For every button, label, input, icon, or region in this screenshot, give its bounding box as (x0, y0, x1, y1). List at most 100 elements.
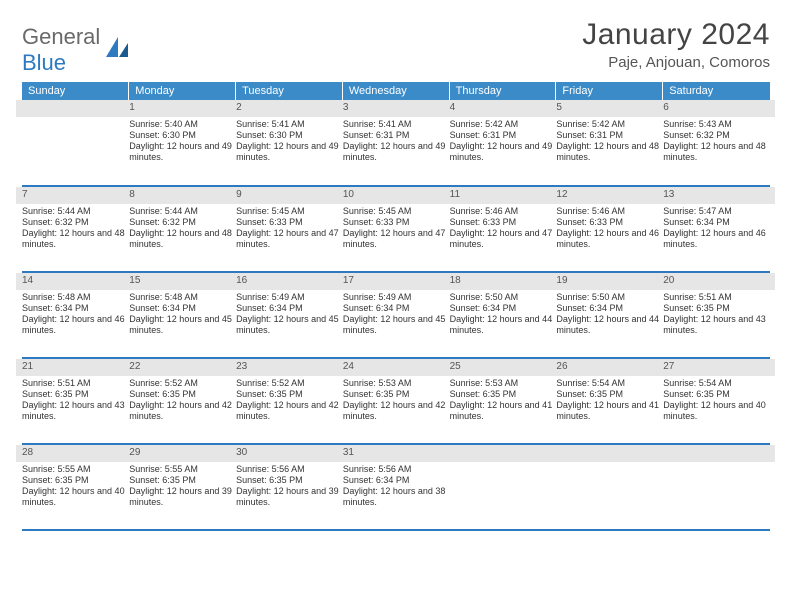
day-number: 1 (123, 100, 241, 117)
day-number: 2 (230, 100, 348, 117)
day-number: 27 (657, 359, 775, 376)
calendar-cell: 4Sunrise: 5:42 AMSunset: 6:31 PMDaylight… (449, 100, 556, 186)
day-number: 12 (550, 187, 668, 204)
calendar-cell: 24Sunrise: 5:53 AMSunset: 6:35 PMDayligh… (342, 358, 449, 444)
day-details: Sunrise: 5:47 AMSunset: 6:34 PMDaylight:… (663, 206, 769, 251)
day-number: 17 (337, 273, 455, 290)
day-number: 6 (657, 100, 775, 117)
day-details: Sunrise: 5:49 AMSunset: 6:34 PMDaylight:… (236, 292, 342, 337)
day-details: Sunrise: 5:46 AMSunset: 6:33 PMDaylight:… (450, 206, 556, 251)
day-number (16, 100, 134, 117)
day-number (657, 445, 775, 462)
logo: General Blue (22, 24, 130, 76)
calendar-cell: 9Sunrise: 5:45 AMSunset: 6:33 PMDaylight… (236, 186, 343, 272)
day-details: Sunrise: 5:44 AMSunset: 6:32 PMDaylight:… (129, 206, 235, 251)
weekday-header: Tuesday (236, 82, 343, 100)
day-details: Sunrise: 5:41 AMSunset: 6:30 PMDaylight:… (236, 119, 342, 164)
logo-text: General Blue (22, 24, 100, 76)
day-details: Sunrise: 5:42 AMSunset: 6:31 PMDaylight:… (556, 119, 662, 164)
day-details: Sunrise: 5:56 AMSunset: 6:35 PMDaylight:… (236, 464, 342, 509)
calendar-cell: 7Sunrise: 5:44 AMSunset: 6:32 PMDaylight… (22, 186, 129, 272)
day-number: 14 (16, 273, 134, 290)
day-details: Sunrise: 5:52 AMSunset: 6:35 PMDaylight:… (129, 378, 235, 423)
day-number: 3 (337, 100, 455, 117)
day-details: Sunrise: 5:51 AMSunset: 6:35 PMDaylight:… (22, 378, 128, 423)
calendar-cell: 13Sunrise: 5:47 AMSunset: 6:34 PMDayligh… (663, 186, 770, 272)
calendar-week-row: 21Sunrise: 5:51 AMSunset: 6:35 PMDayligh… (22, 358, 770, 444)
day-details: Sunrise: 5:48 AMSunset: 6:34 PMDaylight:… (129, 292, 235, 337)
day-number: 24 (337, 359, 455, 376)
calendar-cell (663, 444, 770, 530)
calendar-cell: 11Sunrise: 5:46 AMSunset: 6:33 PMDayligh… (449, 186, 556, 272)
day-details: Sunrise: 5:53 AMSunset: 6:35 PMDaylight:… (343, 378, 449, 423)
weekday-header: Monday (129, 82, 236, 100)
calendar-table: SundayMondayTuesdayWednesdayThursdayFrid… (22, 82, 770, 531)
weekday-header: Friday (556, 82, 663, 100)
day-number: 19 (550, 273, 668, 290)
calendar-cell: 18Sunrise: 5:50 AMSunset: 6:34 PMDayligh… (449, 272, 556, 358)
calendar-cell: 10Sunrise: 5:45 AMSunset: 6:33 PMDayligh… (342, 186, 449, 272)
calendar-cell: 28Sunrise: 5:55 AMSunset: 6:35 PMDayligh… (22, 444, 129, 530)
calendar-cell: 8Sunrise: 5:44 AMSunset: 6:32 PMDaylight… (129, 186, 236, 272)
calendar-cell: 1Sunrise: 5:40 AMSunset: 6:30 PMDaylight… (129, 100, 236, 186)
calendar-cell: 12Sunrise: 5:46 AMSunset: 6:33 PMDayligh… (556, 186, 663, 272)
logo-part1: General (22, 24, 100, 49)
calendar-cell: 20Sunrise: 5:51 AMSunset: 6:35 PMDayligh… (663, 272, 770, 358)
calendar-cell: 25Sunrise: 5:53 AMSunset: 6:35 PMDayligh… (449, 358, 556, 444)
calendar-week-row: 1 Sunrise: 5:40 AMSunset: 6:30 PMDaylight… (22, 100, 770, 186)
weekday-header: Saturday (663, 82, 770, 100)
day-details: Sunrise: 5:42 AMSunset: 6:31 PMDaylight:… (450, 119, 556, 164)
location: Paje, Anjouan, Comoros (582, 54, 770, 71)
month-title: January 2024 (582, 18, 770, 52)
calendar-cell: 15Sunrise: 5:48 AMSunset: 6:34 PMDayligh… (129, 272, 236, 358)
day-number: 20 (657, 273, 775, 290)
day-details: Sunrise: 5:56 AMSunset: 6:34 PMDaylight:… (343, 464, 449, 509)
calendar-cell: 31Sunrise: 5:56 AMSunset: 6:34 PMDayligh… (342, 444, 449, 530)
day-number: 21 (16, 359, 134, 376)
calendar-cell: 19Sunrise: 5:50 AMSunset: 6:34 PMDayligh… (556, 272, 663, 358)
calendar-cell: 6Sunrise: 5:43 AMSunset: 6:32 PMDaylight… (663, 100, 770, 186)
calendar-cell: 17Sunrise: 5:49 AMSunset: 6:34 PMDayligh… (342, 272, 449, 358)
weekday-header-row: SundayMondayTuesdayWednesdayThursdayFrid… (22, 82, 770, 100)
day-number: 9 (230, 187, 348, 204)
day-number: 13 (657, 187, 775, 204)
day-number: 4 (444, 100, 562, 117)
sail-icon (104, 35, 130, 66)
calendar-cell: 14Sunrise: 5:48 AMSunset: 6:34 PMDayligh… (22, 272, 129, 358)
calendar-cell: 16Sunrise: 5:49 AMSunset: 6:34 PMDayligh… (236, 272, 343, 358)
day-number: 7 (16, 187, 134, 204)
day-details: Sunrise: 5:54 AMSunset: 6:35 PMDaylight:… (556, 378, 662, 423)
title-block: January 2024 Paje, Anjouan, Comoros (582, 18, 770, 71)
calendar-week-row: 14Sunrise: 5:48 AMSunset: 6:34 PMDayligh… (22, 272, 770, 358)
day-details: Sunrise: 5:48 AMSunset: 6:34 PMDaylight:… (22, 292, 128, 337)
day-details: Sunrise: 5:45 AMSunset: 6:33 PMDaylight:… (236, 206, 342, 251)
day-number: 25 (444, 359, 562, 376)
day-details: Sunrise: 5:45 AMSunset: 6:33 PMDaylight:… (343, 206, 449, 251)
logo-part2: Blue (22, 50, 66, 75)
calendar-cell: 29Sunrise: 5:55 AMSunset: 6:35 PMDayligh… (129, 444, 236, 530)
day-number: 11 (444, 187, 562, 204)
day-number (444, 445, 562, 462)
calendar-cell: 27Sunrise: 5:54 AMSunset: 6:35 PMDayligh… (663, 358, 770, 444)
day-details: Sunrise: 5:53 AMSunset: 6:35 PMDaylight:… (450, 378, 556, 423)
day-number: 5 (550, 100, 668, 117)
calendar-week-row: 7Sunrise: 5:44 AMSunset: 6:32 PMDaylight… (22, 186, 770, 272)
calendar-cell: 23Sunrise: 5:52 AMSunset: 6:35 PMDayligh… (236, 358, 343, 444)
day-number: 8 (123, 187, 241, 204)
calendar-cell: 3Sunrise: 5:41 AMSunset: 6:31 PMDaylight… (342, 100, 449, 186)
day-number: 10 (337, 187, 455, 204)
calendar-cell (22, 100, 129, 186)
calendar-week-row: 28Sunrise: 5:55 AMSunset: 6:35 PMDayligh… (22, 444, 770, 530)
day-details: Sunrise: 5:55 AMSunset: 6:35 PMDaylight:… (129, 464, 235, 509)
day-number: 16 (230, 273, 348, 290)
day-number: 31 (337, 445, 455, 462)
weekday-header: Sunday (22, 82, 129, 100)
calendar-cell: 22Sunrise: 5:52 AMSunset: 6:35 PMDayligh… (129, 358, 236, 444)
day-number: 26 (550, 359, 668, 376)
weekday-header: Wednesday (342, 82, 449, 100)
day-number: 18 (444, 273, 562, 290)
day-number: 23 (230, 359, 348, 376)
day-details: Sunrise: 5:55 AMSunset: 6:35 PMDaylight:… (22, 464, 128, 509)
day-details: Sunrise: 5:43 AMSunset: 6:32 PMDaylight:… (663, 119, 769, 164)
day-details: Sunrise: 5:40 AMSunset: 6:30 PMDaylight:… (129, 119, 235, 164)
